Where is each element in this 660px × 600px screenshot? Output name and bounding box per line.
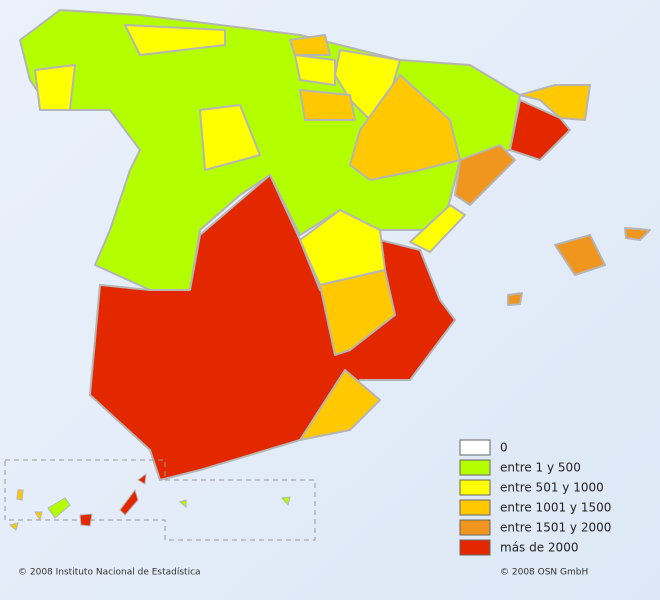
- province: [34, 64, 76, 111]
- inset-frame: [4, 459, 316, 541]
- legend-swatch: [459, 479, 491, 496]
- province: [409, 204, 466, 253]
- island: [178, 499, 187, 509]
- province: [124, 24, 226, 56]
- province: [454, 144, 516, 206]
- province: [554, 234, 606, 276]
- legend-label: entre 1501 y 2000: [500, 521, 611, 535]
- legend-label: 0: [500, 441, 508, 455]
- province: [299, 369, 381, 441]
- legend-label: entre 1001 y 1500: [500, 501, 611, 515]
- legend-swatch: [459, 499, 491, 516]
- province: [624, 227, 651, 241]
- province: [519, 84, 591, 121]
- province: [299, 209, 386, 286]
- footer-right: © 2008 OSN GmbH: [500, 568, 588, 578]
- province: [349, 74, 461, 181]
- province: [299, 89, 356, 121]
- provinces: [19, 9, 651, 481]
- island: [79, 513, 93, 527]
- island: [137, 472, 147, 485]
- legend-label: entre 1 y 500: [500, 461, 581, 475]
- province: [289, 34, 331, 56]
- legend-swatch: [459, 459, 491, 476]
- legend: 0 entre 1 y 500 entre 501 y 1000 entre 1001…: [459, 439, 611, 556]
- province: [199, 104, 261, 171]
- province: [507, 292, 523, 306]
- island: [16, 489, 24, 501]
- legend-swatch: [459, 539, 491, 556]
- province: [294, 54, 336, 86]
- province: [509, 99, 571, 161]
- island: [47, 497, 71, 519]
- province: [319, 269, 396, 356]
- island: [281, 496, 291, 507]
- footer-left: © 2008 Instituto Nacional de Estadística: [18, 568, 201, 578]
- island: [119, 488, 139, 516]
- legend-swatch: [459, 519, 491, 536]
- legend-label: entre 501 y 1000: [500, 481, 604, 495]
- legend-swatch: [459, 439, 491, 456]
- legend-label: más de 2000: [500, 541, 578, 555]
- canary-islands: [4, 459, 316, 541]
- island: [8, 522, 19, 531]
- island: [34, 511, 43, 522]
